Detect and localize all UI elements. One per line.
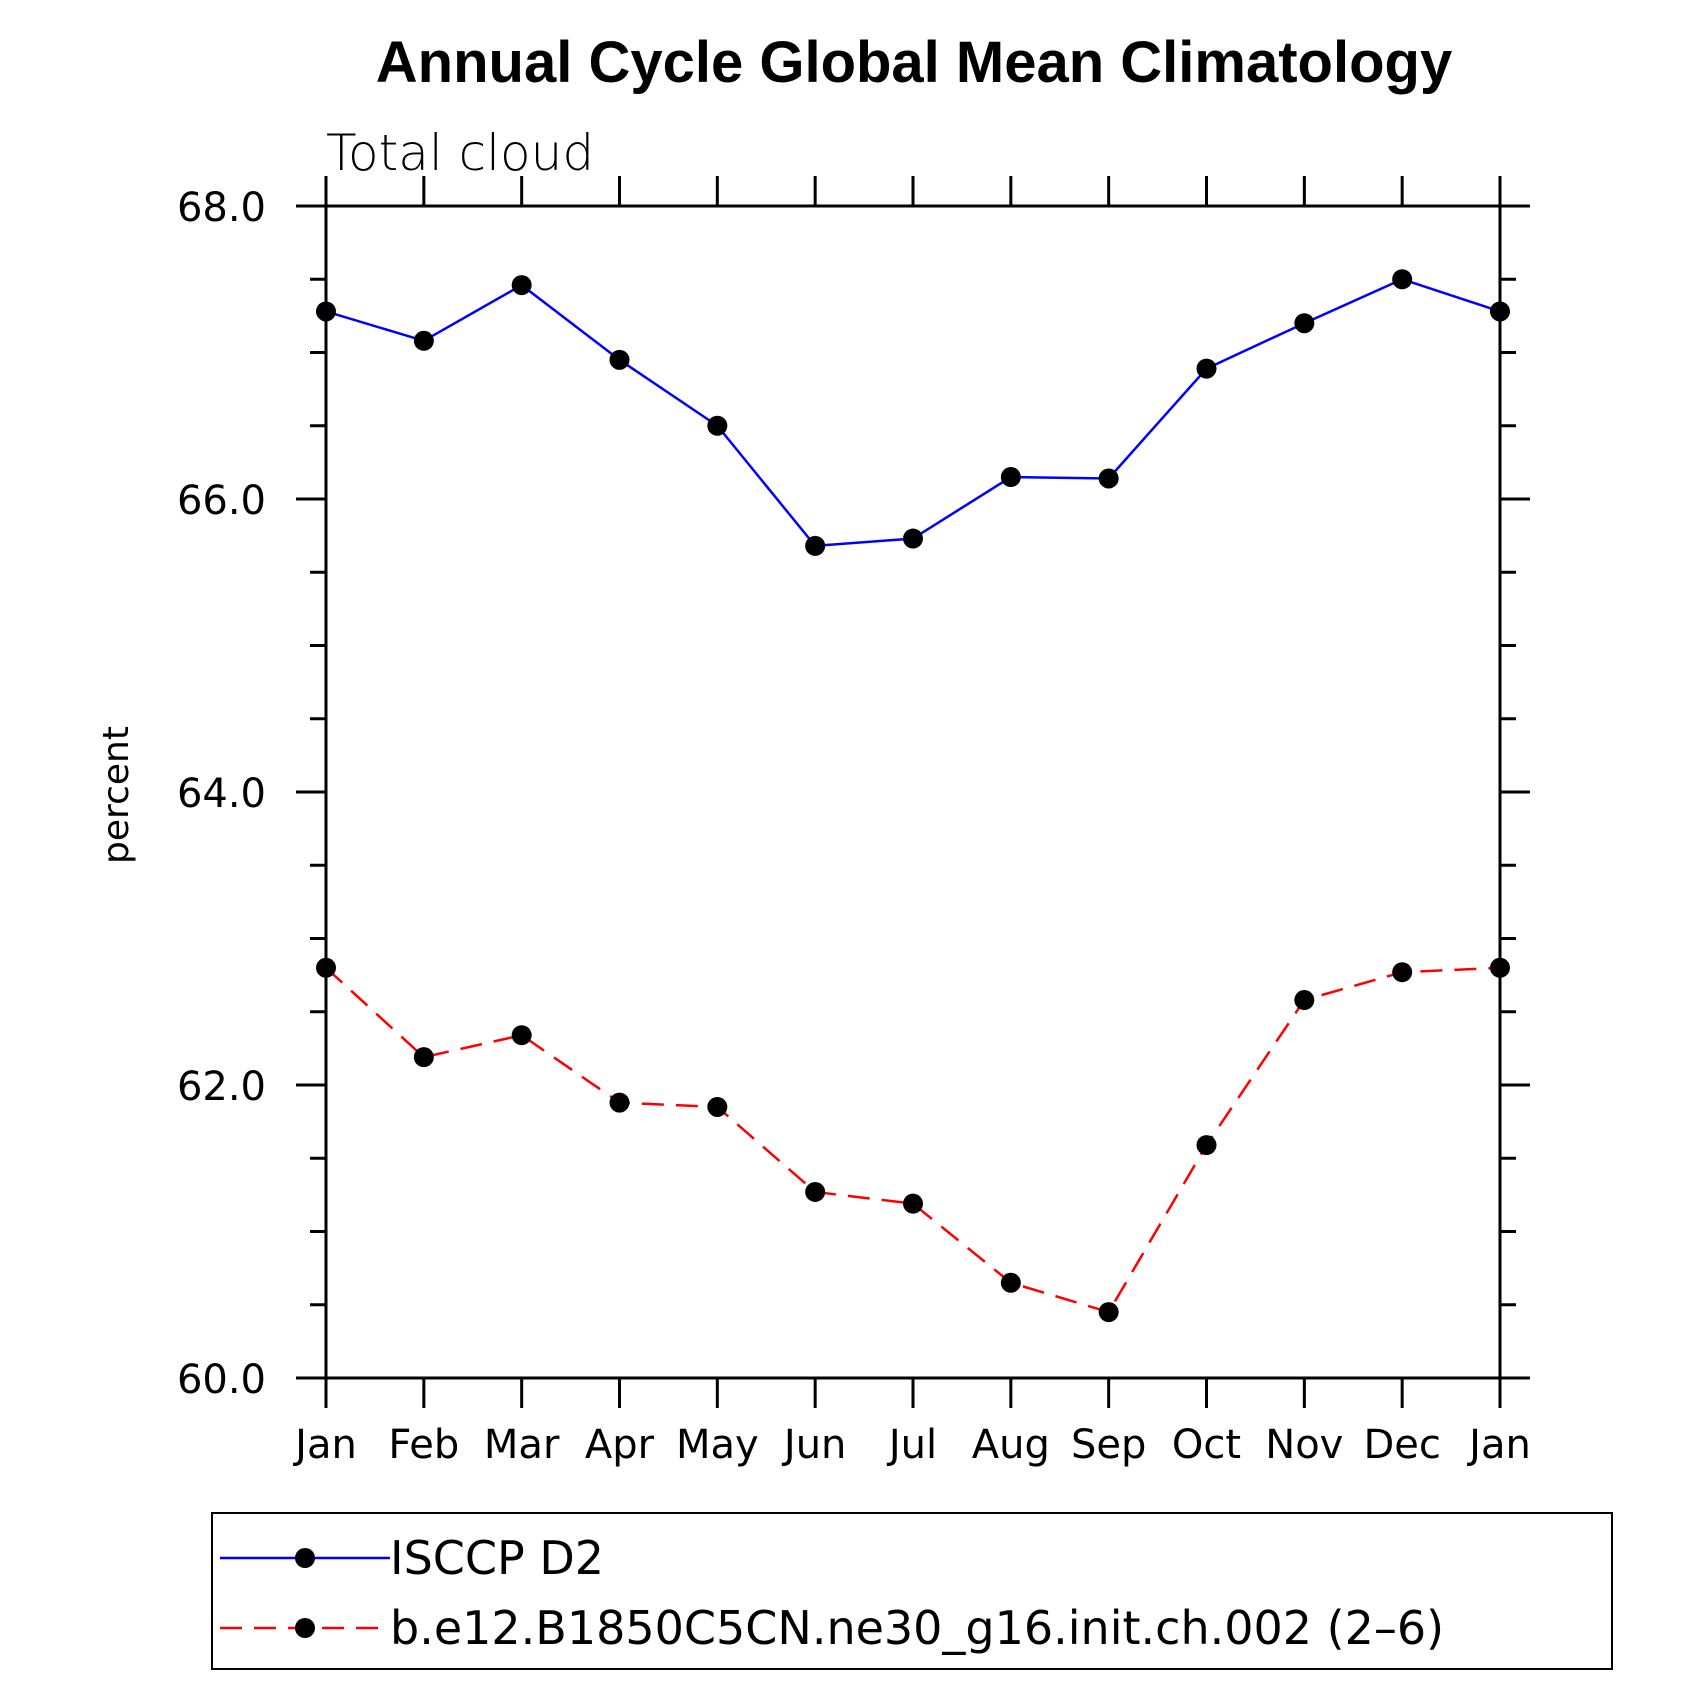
y-tick-label: 68.0 xyxy=(177,185,266,231)
legend-box xyxy=(211,1512,1613,1670)
legend-label-model: b.e12.B1850C5CN.ne30_g16.init.ch.002 (2–… xyxy=(390,1601,1444,1655)
chart-subtitle: Total cloud xyxy=(326,124,594,182)
legend-marker-isccp xyxy=(295,1548,315,1568)
series-0-point xyxy=(316,301,336,322)
y-tick-label: 66.0 xyxy=(177,478,266,524)
series-1-point xyxy=(903,1193,923,1214)
series-0-point xyxy=(413,330,434,351)
axes: Jan Feb Mar Apr May Jun Jul Aug Sep Oct Nov Dec Jan 6… xyxy=(177,176,1531,1468)
y-tick-label: 62.0 xyxy=(177,1064,266,1110)
series-0-point xyxy=(511,275,532,296)
x-tick-label: Sep xyxy=(1071,1422,1146,1468)
series-1-point xyxy=(413,1047,434,1068)
legend-label-isccp: ISCCP D2 xyxy=(390,1531,604,1585)
series-0-point xyxy=(903,528,923,549)
series-0-point xyxy=(1490,301,1510,322)
series-1-point xyxy=(316,957,336,978)
chart-title: Annual Cycle Global Mean Climatology xyxy=(376,30,1452,95)
series-0-point xyxy=(1000,467,1021,488)
legend-marker-model xyxy=(295,1618,315,1638)
x-tick-label: Jan xyxy=(292,1422,357,1468)
series-0-point xyxy=(1392,269,1413,290)
series-line-0 xyxy=(325,277,1501,548)
y-tick-label: 60.0 xyxy=(177,1357,266,1403)
y-axis-label: percent xyxy=(96,726,137,864)
x-tick-label: Nov xyxy=(1265,1422,1343,1468)
x-tick-label: Oct xyxy=(1172,1422,1241,1468)
x-tick-label: Jun xyxy=(781,1422,847,1468)
series-0-point xyxy=(1294,313,1315,334)
series-1-point xyxy=(609,1092,630,1113)
series-1-point xyxy=(1490,957,1510,978)
legend: ISCCP D2 b.e12.B1850C5CN.ne30_g16.init.c… xyxy=(211,1512,1613,1670)
x-tick-label: Dec xyxy=(1363,1422,1440,1468)
series-1-point xyxy=(805,1181,826,1202)
x-tick-label: Apr xyxy=(585,1422,655,1468)
series-line-1 xyxy=(325,966,1501,1314)
series-0-point xyxy=(1196,358,1217,379)
x-tick-label: May xyxy=(676,1422,759,1468)
series-1-point xyxy=(1294,990,1315,1011)
y-tick-label: 64.0 xyxy=(177,771,266,817)
x-tick-label: Feb xyxy=(388,1422,459,1468)
x-tick-label: Jul xyxy=(886,1422,937,1468)
series-0-point xyxy=(707,415,728,436)
series-0-point xyxy=(1098,468,1119,489)
series-1-point xyxy=(1392,962,1413,983)
series-layer xyxy=(316,269,1510,1323)
series-0-point xyxy=(805,535,826,556)
series-1-point xyxy=(1000,1272,1021,1293)
x-tick-label: Mar xyxy=(484,1422,560,1468)
series-0-point xyxy=(609,349,630,370)
x-tick-label: Aug xyxy=(972,1422,1050,1468)
series-1-point xyxy=(1196,1135,1217,1156)
series-1-point xyxy=(511,1025,532,1046)
x-tick-label: Jan xyxy=(1466,1422,1531,1468)
series-1-point xyxy=(1098,1302,1119,1323)
series-1-point xyxy=(707,1096,728,1117)
